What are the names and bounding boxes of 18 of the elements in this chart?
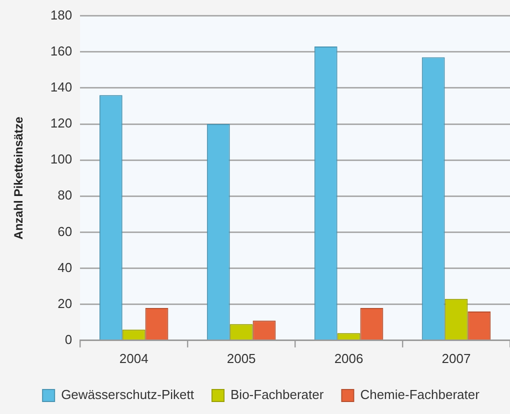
legend-label: Chemie-Fachberater [360, 387, 480, 402]
y-tick-label: 140 [50, 80, 72, 95]
y-tick-label: 40 [58, 260, 72, 275]
y-tick-label: 120 [50, 116, 72, 131]
x-tick-label: 2005 [226, 350, 256, 366]
y-tick-label: 20 [58, 296, 72, 311]
x-tick-label: 2004 [119, 350, 148, 366]
y-tick-label: 100 [50, 152, 72, 167]
x-tick-label: 2007 [442, 350, 471, 366]
y-tick-label: 0 [64, 332, 72, 347]
x-tick-label: 2006 [334, 350, 364, 366]
y-axis-title: Anzahl Piketteinsätze [12, 116, 26, 240]
y-tick-label: 80 [58, 188, 72, 203]
y-tick-label: 60 [58, 224, 72, 239]
y-tick-label: 160 [50, 43, 72, 58]
legend-label: Gewässerschutz-Pikett [61, 387, 194, 402]
legend-label: Bio-Fachberater [230, 387, 324, 402]
y-tick-label: 180 [50, 7, 72, 22]
